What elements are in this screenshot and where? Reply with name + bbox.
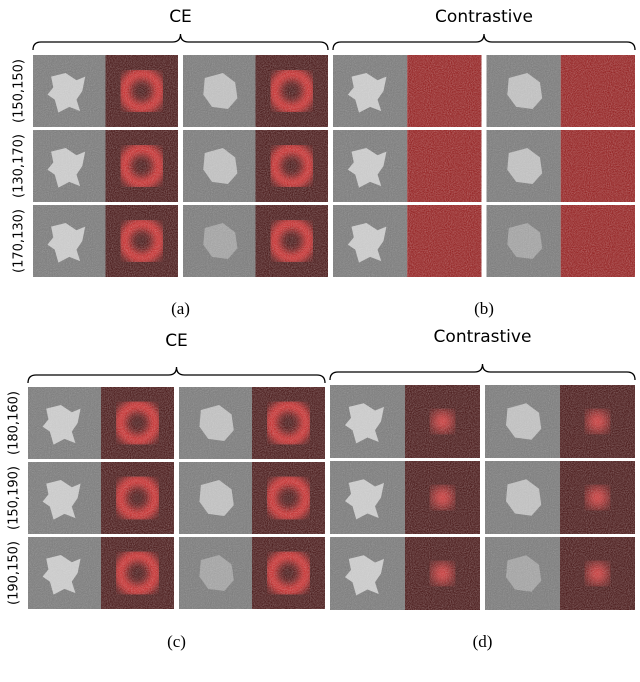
noise — [485, 537, 560, 610]
row-label: (150,190) — [7, 466, 22, 530]
noise — [333, 130, 408, 202]
noise — [560, 385, 635, 458]
noise — [486, 55, 561, 127]
noise — [255, 205, 328, 277]
noise — [405, 461, 480, 534]
noise — [407, 130, 482, 202]
noise — [183, 205, 256, 277]
noise — [28, 462, 101, 534]
noise — [330, 461, 405, 534]
noise — [407, 205, 482, 277]
noise — [560, 55, 635, 127]
noise — [486, 205, 561, 277]
brace — [329, 363, 636, 381]
noise — [255, 55, 328, 127]
noise — [560, 130, 635, 202]
noise — [101, 387, 174, 459]
panel-title: Contrastive — [435, 7, 533, 27]
row-label: (130,170) — [12, 134, 27, 198]
noise — [179, 462, 252, 534]
row-label: (180,160) — [7, 391, 22, 455]
row-label: (150,150) — [12, 59, 27, 123]
panel-caption: (d) — [473, 632, 493, 651]
noise — [560, 537, 635, 610]
panel-caption: (b) — [474, 299, 494, 318]
noise — [105, 205, 178, 277]
noise — [333, 205, 408, 277]
noise — [101, 462, 174, 534]
noise — [179, 537, 252, 609]
panel-caption: (c) — [167, 632, 186, 651]
noise — [33, 205, 106, 277]
noise — [560, 205, 635, 277]
panel-title: CE — [165, 331, 188, 351]
noise — [407, 55, 482, 127]
row-label: (190,150) — [7, 541, 22, 605]
panel-title: CE — [169, 7, 192, 27]
noise — [405, 385, 480, 458]
noise — [33, 55, 106, 127]
noise — [485, 385, 560, 458]
noise — [252, 387, 325, 459]
noise — [485, 461, 560, 534]
noise — [330, 385, 405, 458]
noise — [255, 130, 328, 202]
noise — [28, 387, 101, 459]
noise — [333, 55, 408, 127]
noise — [101, 537, 174, 609]
noise — [330, 537, 405, 610]
noise — [105, 130, 178, 202]
brace — [332, 33, 636, 51]
noise — [405, 537, 480, 610]
panel-caption: (a) — [171, 299, 190, 318]
noise — [252, 462, 325, 534]
noise — [33, 130, 106, 202]
noise — [252, 537, 325, 609]
noise — [183, 55, 256, 127]
brace — [32, 33, 329, 51]
noise — [486, 130, 561, 202]
row-label: (170,130) — [12, 209, 27, 273]
noise — [560, 461, 635, 534]
brace — [27, 366, 326, 384]
noise — [28, 537, 101, 609]
noise — [179, 387, 252, 459]
noise — [105, 55, 178, 127]
noise — [183, 130, 256, 202]
panel-title: Contrastive — [434, 327, 532, 347]
